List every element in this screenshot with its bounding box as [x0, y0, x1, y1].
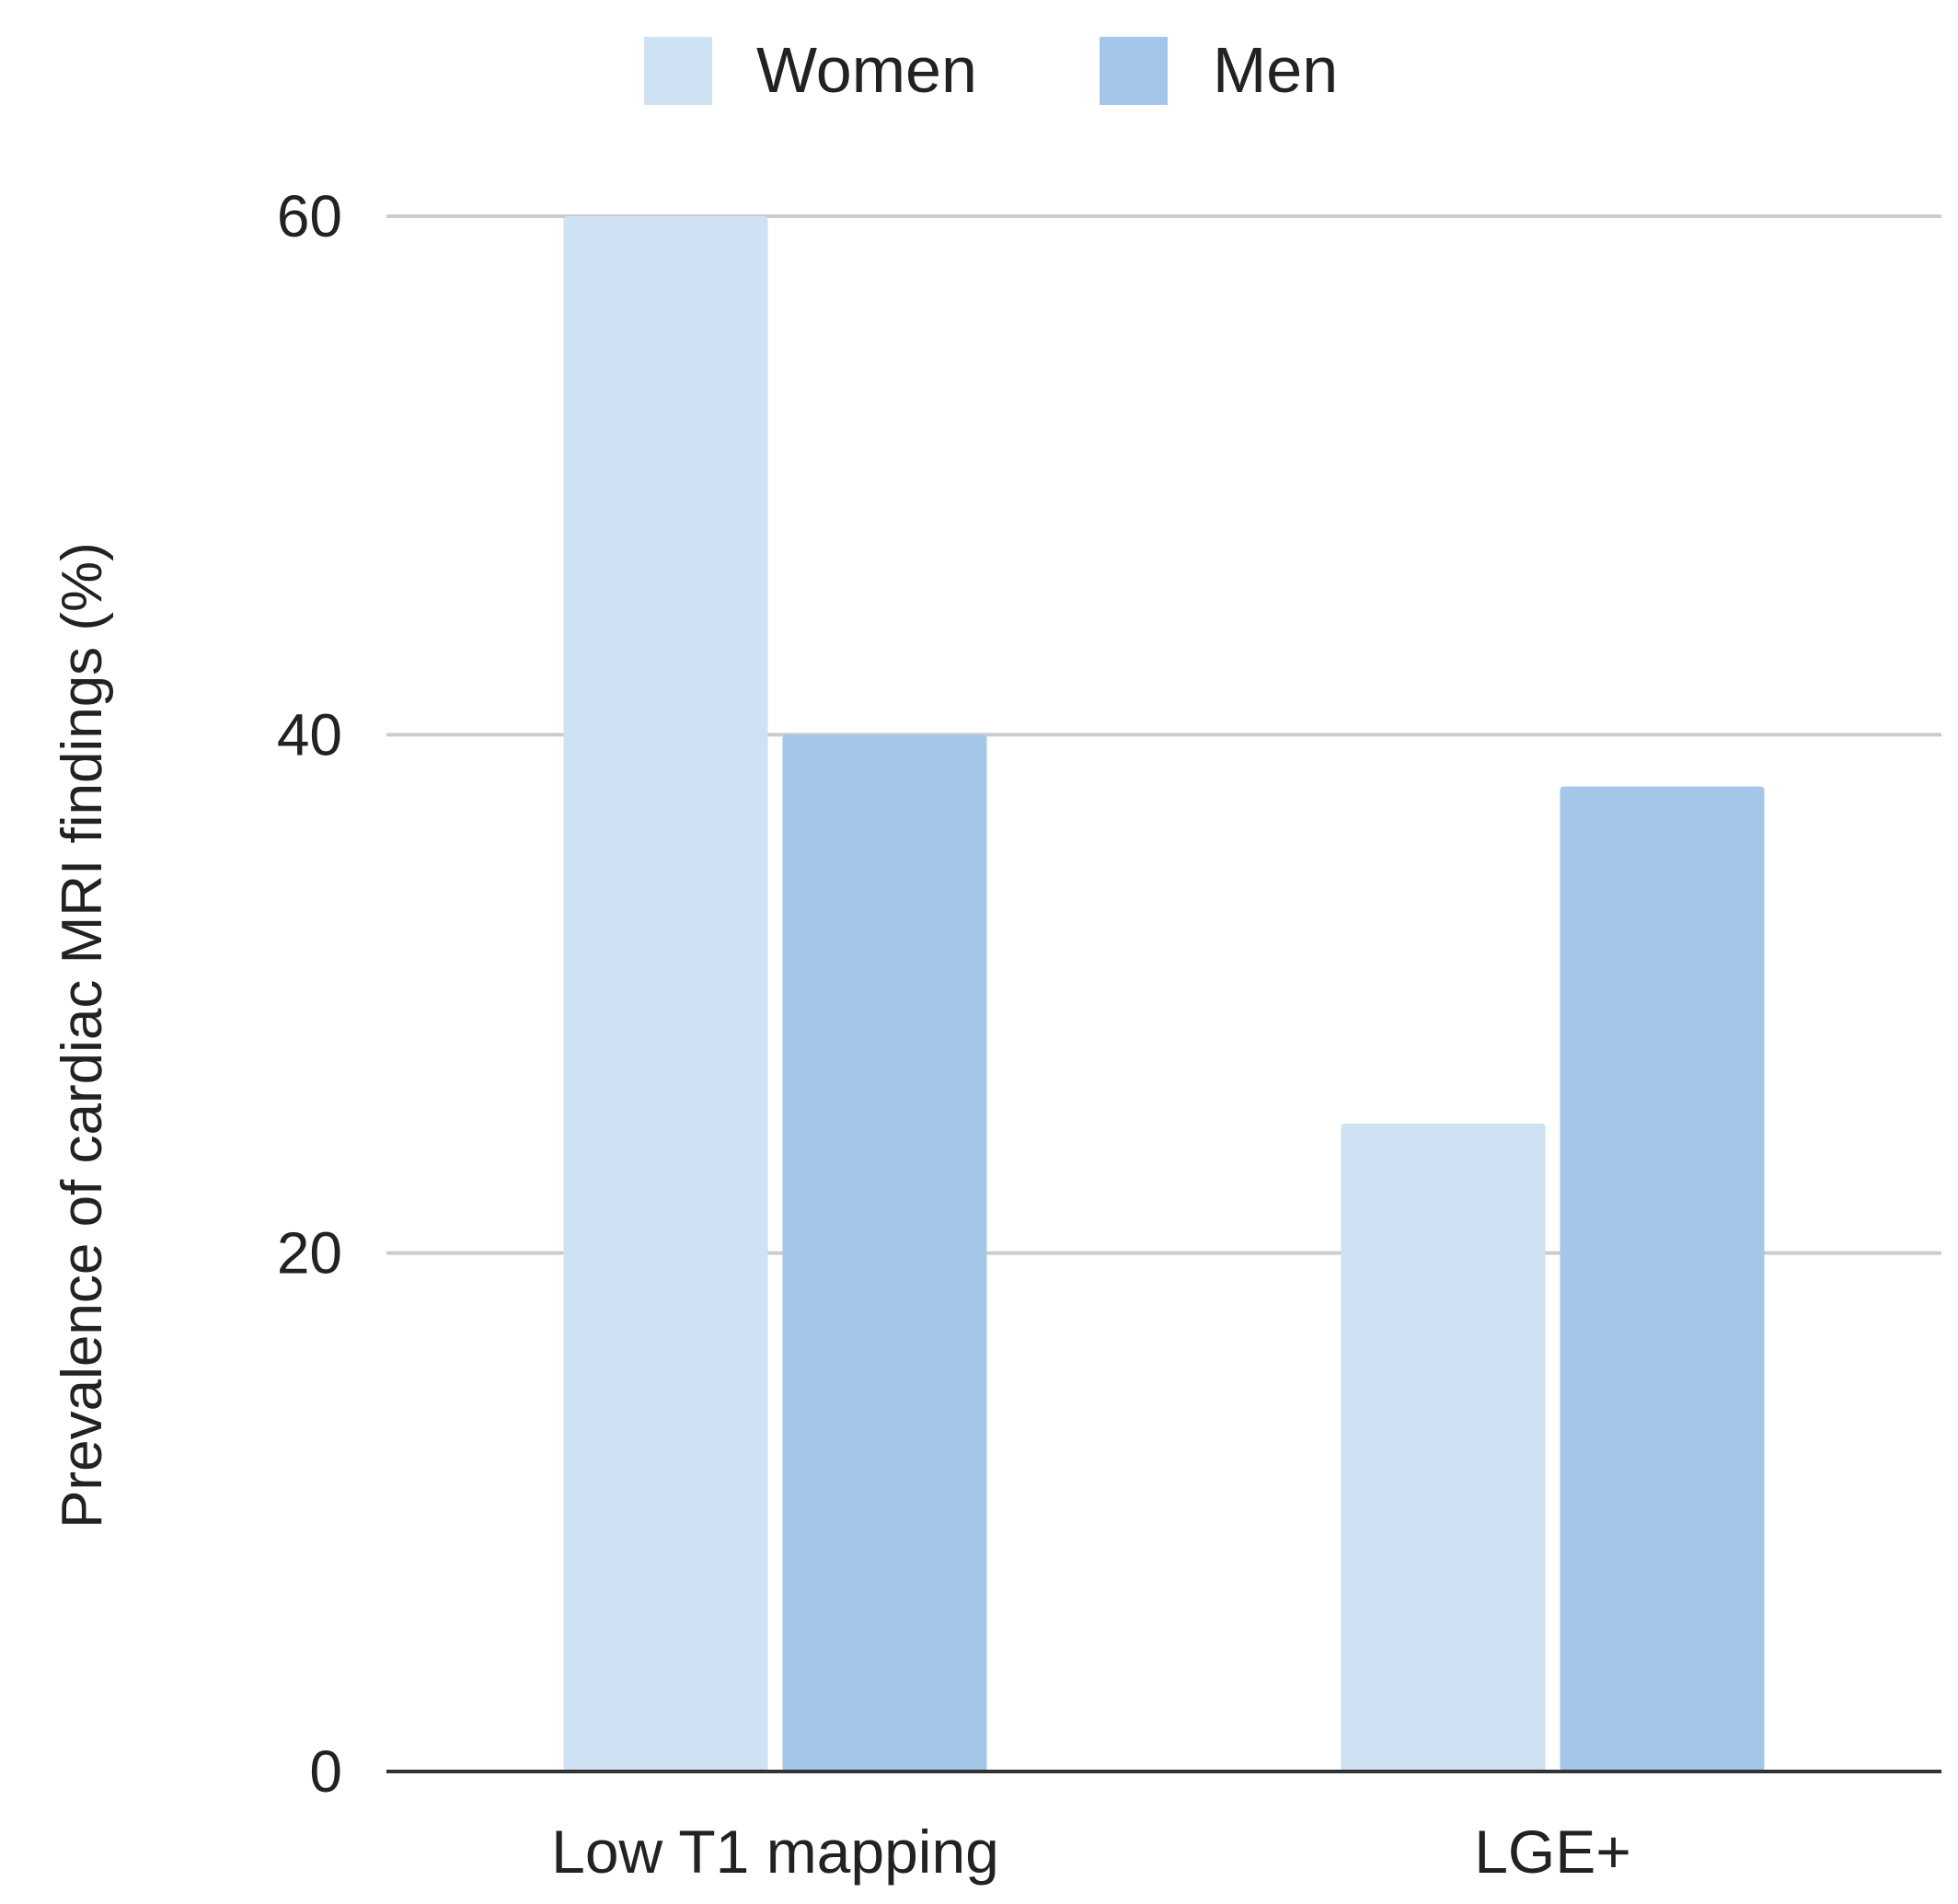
- y-tick-label: 20: [277, 1220, 342, 1287]
- legend-label-men: Men: [1213, 34, 1338, 106]
- bar-women-2: [1341, 1123, 1546, 1771]
- x-category-label: LGE+: [1474, 1817, 1631, 1886]
- bar-men-2: [1560, 786, 1765, 1771]
- y-tick-labels: 0 20 40 60: [277, 183, 342, 1805]
- bar-women-1: [563, 216, 768, 1771]
- x-category-label: Low T1 mapping: [551, 1817, 999, 1886]
- legend: Women Men: [644, 34, 1338, 106]
- bar-men-1: [782, 734, 987, 1772]
- y-axis-label: Prevalence of cardiac MRI findings (%): [51, 542, 114, 1529]
- legend-label-women: Women: [756, 34, 977, 106]
- y-tick-label: 0: [309, 1738, 342, 1805]
- x-category-labels: Low T1 mapping LGE+: [551, 1817, 1631, 1886]
- legend-swatch-women: [644, 37, 712, 105]
- y-tick-label: 60: [277, 183, 342, 249]
- y-tick-label: 40: [277, 701, 342, 767]
- bars: [563, 216, 1765, 1772]
- legend-swatch-men: [1100, 37, 1168, 105]
